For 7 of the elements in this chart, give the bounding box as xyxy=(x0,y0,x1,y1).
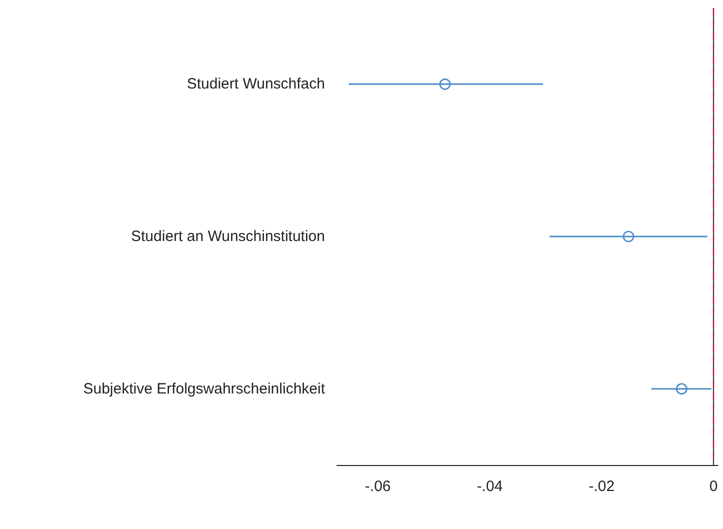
x-tick-label: 0 xyxy=(709,478,718,495)
y-tick-label: Studiert an Wunschinstitution xyxy=(131,228,325,245)
x-tick-label: -.04 xyxy=(476,478,503,495)
x-tick-label: -.06 xyxy=(364,478,391,495)
y-tick-label: Studiert Wunschfach xyxy=(186,76,325,93)
x-tick-label: -.02 xyxy=(588,478,615,495)
y-tick-label: Subjektive Erfolgswahrscheinlichkeit xyxy=(83,380,326,398)
